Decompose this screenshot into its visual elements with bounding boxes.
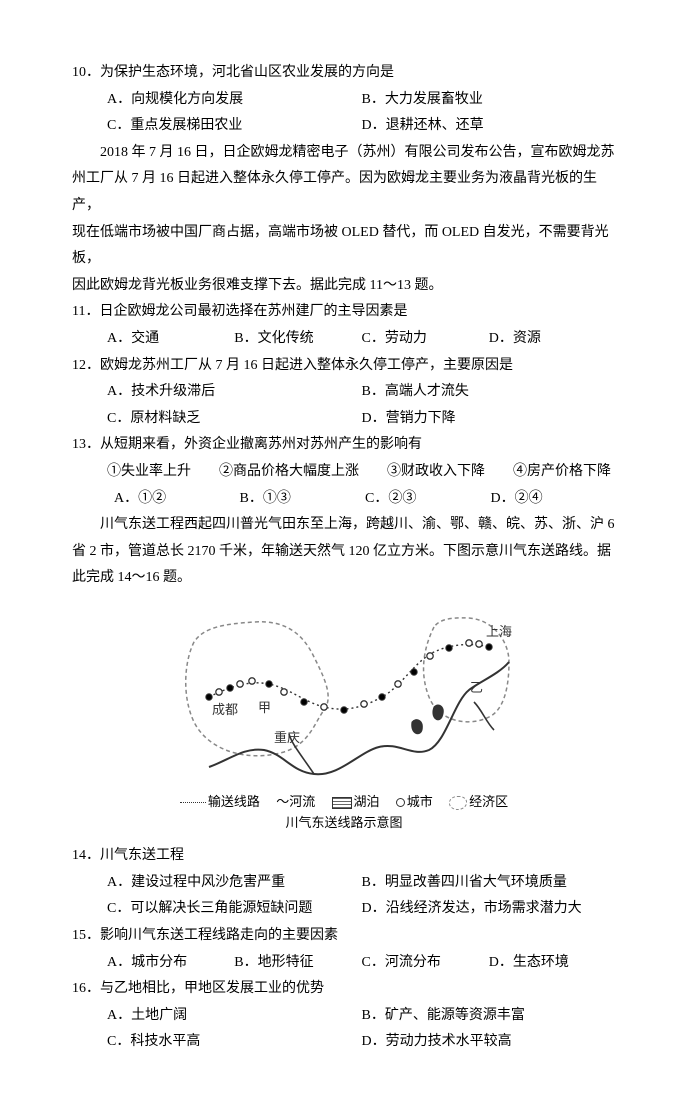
q16-D: D．劳动力技术水平较高 [362,1029,617,1056]
p1-l2: 州工厂从 7 月 16 日起进入整体永久停工停产。因为欧姆龙主要业务为液晶背光板… [72,166,616,219]
q16-row1: A．土地广阔 B．矿产、能源等资源丰富 [72,1003,616,1030]
q12-stem: 12．欧姆龙苏州工厂从 7 月 16 日起进入整体永久停工停产，主要原因是 [72,353,616,380]
q11-D: D．资源 [489,326,616,353]
q14-B: B．明显改善四川省大气环境质量 [362,870,617,897]
q12-D: D．营销力下降 [362,406,617,433]
legend-route-icon [180,802,206,803]
q14-C: C．可以解决长三角能源短缺问题 [107,896,362,923]
p2-l2: 省 2 市，管道总长 2170 千米，年输送天然气 120 亿立方米。下图示意川… [72,539,616,566]
q11-stem: 11．日企欧姆龙公司最初选择在苏州建厂的主导因素是 [72,299,616,326]
q15-C: C．河流分布 [362,950,489,977]
q13-C: C．②③ [365,486,491,513]
q12-C: C．原材料缺乏 [107,406,362,433]
svg-text:上海: 上海 [486,624,512,639]
legend-city: 城市 [407,794,433,809]
q10-A: A．向规模化方向发展 [107,87,362,114]
legend-lake: 湖泊 [354,794,380,809]
exam-page: 10．为保护生态环境，河北省山区农业发展的方向是 A．向规模化方向发展 B．大力… [0,0,688,1096]
legend-econ: 经济区 [469,794,508,809]
q12-row1: A．技术升级滞后 B．高端人才流失 [72,379,616,406]
map-caption: 川气东送线路示意图 [174,813,514,834]
q13-D: D．②④ [491,486,617,513]
q12-A: A．技术升级滞后 [107,379,362,406]
q14-row1: A．建设过程中风沙危害严重 B．明显改善四川省大气环境质量 [72,870,616,897]
svg-text:成都: 成都 [212,702,238,717]
legend-econ-icon [449,796,467,810]
legend-lake-icon [332,797,352,809]
p1-l4: 因此欧姆龙背光板业务很难支撑下去。据此完成 11～13 题。 [72,273,616,300]
map-legend-line: 输送线路 〜河流 湖泊 城市 经济区 [174,792,514,813]
q13-B: B．①③ [240,486,366,513]
q15-D: D．生态环境 [489,950,616,977]
q13-opts: A．①② B．①③ C．②③ D．②④ [72,486,616,513]
q16-C: C．科技水平高 [107,1029,362,1056]
q11-A: A．交通 [107,326,234,353]
q10-B: B．大力发展畜牧业 [362,87,617,114]
q15-stem: 15．影响川气东送工程线路走向的主要因素 [72,923,616,950]
legend-river-icon: 〜 [276,794,289,809]
q10-row2: C．重点发展梯田农业 D．退耕还林、还草 [72,113,616,140]
p1-l1: 2018 年 7 月 16 日，日企欧姆龙精密电子（苏州）有限公司发布公告，宣布… [72,140,616,167]
map-svg: 成都 甲重庆 上海乙 [174,602,514,792]
q13-items: ①失业率上升 ②商品价格大幅度上涨 ③财政收入下降 ④房产价格下降 [72,459,616,486]
q13-A: A．①② [114,486,240,513]
q15-B: B．地形特征 [234,950,361,977]
q12-B: B．高端人才流失 [362,379,617,406]
svg-text:甲: 甲 [258,700,271,715]
p1-l3: 现在低端市场被中国厂商占据，高端市场被 OLED 替代，而 OLED 自发光，不… [72,220,616,273]
q14-stem: 14．川气东送工程 [72,843,616,870]
legend-city-icon [396,798,405,807]
q15-A: A．城市分布 [107,950,234,977]
q10-stem: 10．为保护生态环境，河北省山区农业发展的方向是 [72,60,616,87]
q12-row2: C．原材料缺乏 D．营销力下降 [72,406,616,433]
p2-l1: 川气东送工程西起四川普光气田东至上海，跨越川、渝、鄂、赣、皖、苏、浙、沪 6 [72,512,616,539]
q16-stem: 16．与乙地相比，甲地区发展工业的优势 [72,976,616,1003]
q14-A: A．建设过程中风沙危害严重 [107,870,362,897]
q14-row2: C．可以解决长三角能源短缺问题 D．沿线经济发达，市场需求潜力大 [72,896,616,923]
q13-stem: 13．从短期来看，外资企业撤离苏州对苏州产生的影响有 [72,432,616,459]
legend-route: 输送线路 [208,794,260,809]
svg-text:乙: 乙 [470,680,483,695]
q14-D: D．沿线经济发达，市场需求潜力大 [362,896,617,923]
q16-row2: C．科技水平高 D．劳动力技术水平较高 [72,1029,616,1056]
q16-A: A．土地广阔 [107,1003,362,1030]
q10-C: C．重点发展梯田农业 [107,113,362,140]
map-figure: 成都 甲重庆 上海乙 输送线路 〜河流 湖泊 城市 经济区 川气东送线路示意图 [72,602,616,837]
q10-D: D．退耕还林、还草 [362,113,617,140]
p2-l3: 此完成 14～16 题。 [72,565,616,592]
q11-B: B．文化传统 [234,326,361,353]
svg-text:重庆: 重庆 [274,730,300,745]
q10-row1: A．向规模化方向发展 B．大力发展畜牧业 [72,87,616,114]
legend-river: 河流 [289,794,315,809]
q11-opts: A．交通 B．文化传统 C．劳动力 D．资源 [72,326,616,353]
q16-B: B．矿产、能源等资源丰富 [362,1003,617,1030]
q11-C: C．劳动力 [362,326,489,353]
q15-opts: A．城市分布 B．地形特征 C．河流分布 D．生态环境 [72,950,616,977]
